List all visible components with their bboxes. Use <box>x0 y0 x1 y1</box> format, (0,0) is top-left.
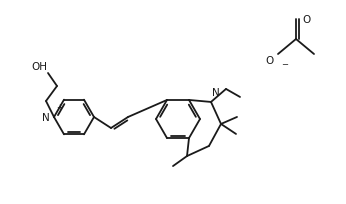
Text: OH: OH <box>31 62 47 72</box>
Text: O: O <box>266 56 274 66</box>
Text: N: N <box>212 88 220 98</box>
Text: O: O <box>302 15 310 25</box>
Text: −: − <box>281 60 288 69</box>
Text: +: + <box>56 102 62 111</box>
Text: N: N <box>42 112 50 122</box>
